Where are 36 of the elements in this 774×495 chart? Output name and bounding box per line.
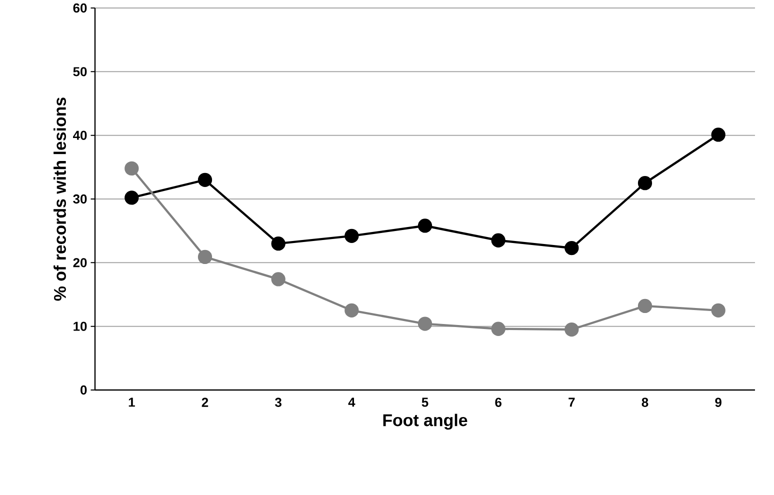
point <box>198 172 212 187</box>
y-tick-label: 30 <box>73 194 87 204</box>
x-tick-label: 6 <box>495 398 502 407</box>
y-tick-label: 20 <box>73 258 87 268</box>
x-tick-label: 5 <box>422 398 428 407</box>
point <box>564 240 579 256</box>
point <box>564 322 579 337</box>
y-tick-label: 10 <box>74 322 87 331</box>
point <box>711 303 726 318</box>
x-tick-label: 1 <box>128 398 135 407</box>
point <box>271 236 286 251</box>
point <box>271 272 286 286</box>
point <box>124 190 139 205</box>
point <box>638 176 652 190</box>
y-axis-title: % of records with lesions <box>54 98 66 301</box>
point <box>344 303 359 318</box>
point <box>344 228 359 243</box>
y-tick-label: 60 <box>73 3 87 13</box>
point <box>198 250 212 264</box>
x-axis-title: Foot angle <box>383 414 468 430</box>
x-tick-label: 3 <box>275 398 282 407</box>
y-tick-label: 0 <box>80 385 87 395</box>
x-tick-label: 4 <box>348 398 356 407</box>
point <box>491 233 506 248</box>
y-tick-label: 50 <box>73 67 87 76</box>
point <box>418 316 432 331</box>
x-tick-label: 8 <box>642 398 648 407</box>
point <box>418 218 432 233</box>
point <box>491 322 506 336</box>
point <box>124 161 139 176</box>
x-tick-label: 9 <box>715 398 722 407</box>
y-tick-label: 40 <box>73 130 87 140</box>
point <box>711 128 726 142</box>
point <box>638 298 652 314</box>
x-tick-label: 7 <box>568 398 575 407</box>
x-tick-label: 2 <box>202 398 208 407</box>
